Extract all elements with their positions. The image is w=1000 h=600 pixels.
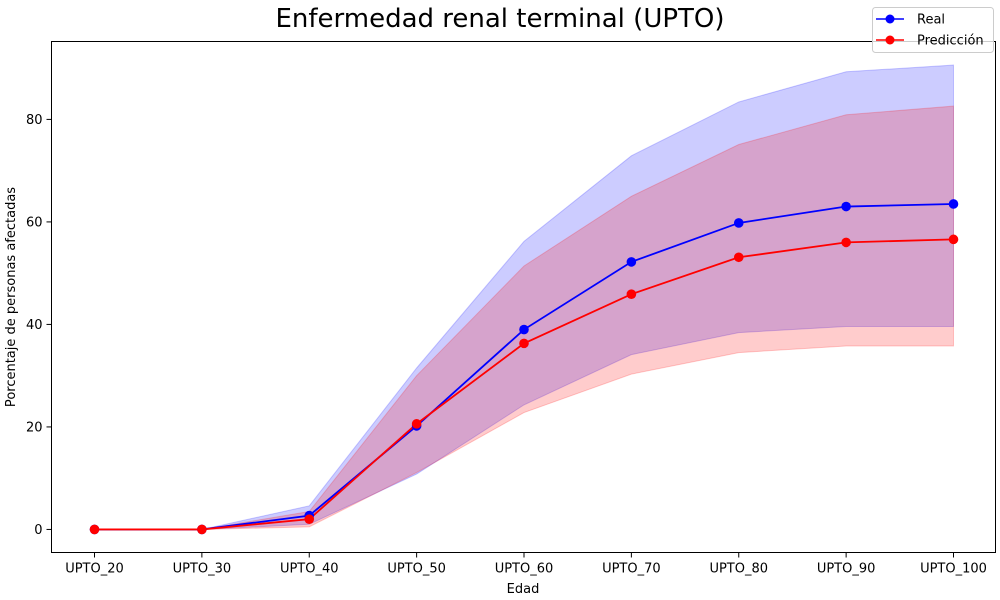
point-real-upto_100 — [948, 199, 959, 209]
x-tick-label-upto_30: UPTO_30 — [173, 562, 232, 577]
point-prediccion-upto_90 — [841, 237, 851, 248]
x-tick-label-upto_50: UPTO_50 — [387, 562, 446, 577]
y-tick-label-60: 60 — [26, 215, 43, 230]
y-axis-ticks: 0 20 40 60 80 — [26, 113, 52, 538]
x-axis-label: Edad — [507, 582, 540, 597]
y-tick-label-40: 40 — [26, 318, 43, 333]
legend-label-real: Real — [917, 13, 945, 28]
x-tick-label-upto_60: UPTO_60 — [495, 562, 554, 577]
x-tick-label-upto_100: UPTO_100 — [920, 562, 987, 577]
point-prediccion-upto_80 — [733, 252, 744, 263]
chart-title: Enfermedad renal terminal (UPTO) — [275, 4, 724, 34]
x-tick-label-upto_90: UPTO_90 — [817, 562, 876, 577]
point-real-upto_90 — [841, 201, 851, 212]
band-real — [94, 64, 954, 530]
band-prediccion — [94, 105, 954, 530]
y-tick-label-80: 80 — [26, 113, 43, 128]
point-prediccion-upto_50 — [411, 419, 422, 429]
point-prediccion-upto_20 — [89, 524, 100, 535]
point-prediccion-upto_30 — [197, 524, 207, 535]
point-real-upto_70 — [626, 257, 637, 267]
x-axis-ticks: UPTO_20 UPTO_30 UPTO_40 UPTO_50 UPTO_60 UPTO_… — [65, 552, 987, 577]
series-points — [89, 199, 959, 535]
x-tick-label-upto_80: UPTO_80 — [709, 562, 768, 577]
legend: Real Predicción — [872, 7, 994, 53]
point-prediccion-upto_100 — [948, 234, 959, 245]
point-real-upto_80 — [733, 218, 744, 228]
x-tick-label-upto_70: UPTO_70 — [602, 562, 661, 577]
x-tick-label-upto_40: UPTO_40 — [280, 562, 339, 577]
y-tick-label-0: 0 — [34, 523, 42, 538]
x-tick-label-upto_20: UPTO_20 — [65, 562, 124, 577]
legend-label-prediccion: Predicción — [917, 34, 984, 49]
y-tick-label-20: 20 — [26, 420, 43, 435]
legend-marker-prediccion — [885, 35, 895, 45]
point-real-upto_60 — [519, 324, 529, 335]
point-prediccion-upto_70 — [626, 289, 637, 299]
confidence-bands — [94, 64, 954, 530]
y-axis-label: Porcentaje de personas afectadas — [4, 187, 19, 407]
point-prediccion-upto_60 — [519, 338, 529, 349]
legend-marker-real — [885, 14, 895, 24]
point-prediccion-upto_40 — [304, 514, 315, 524]
